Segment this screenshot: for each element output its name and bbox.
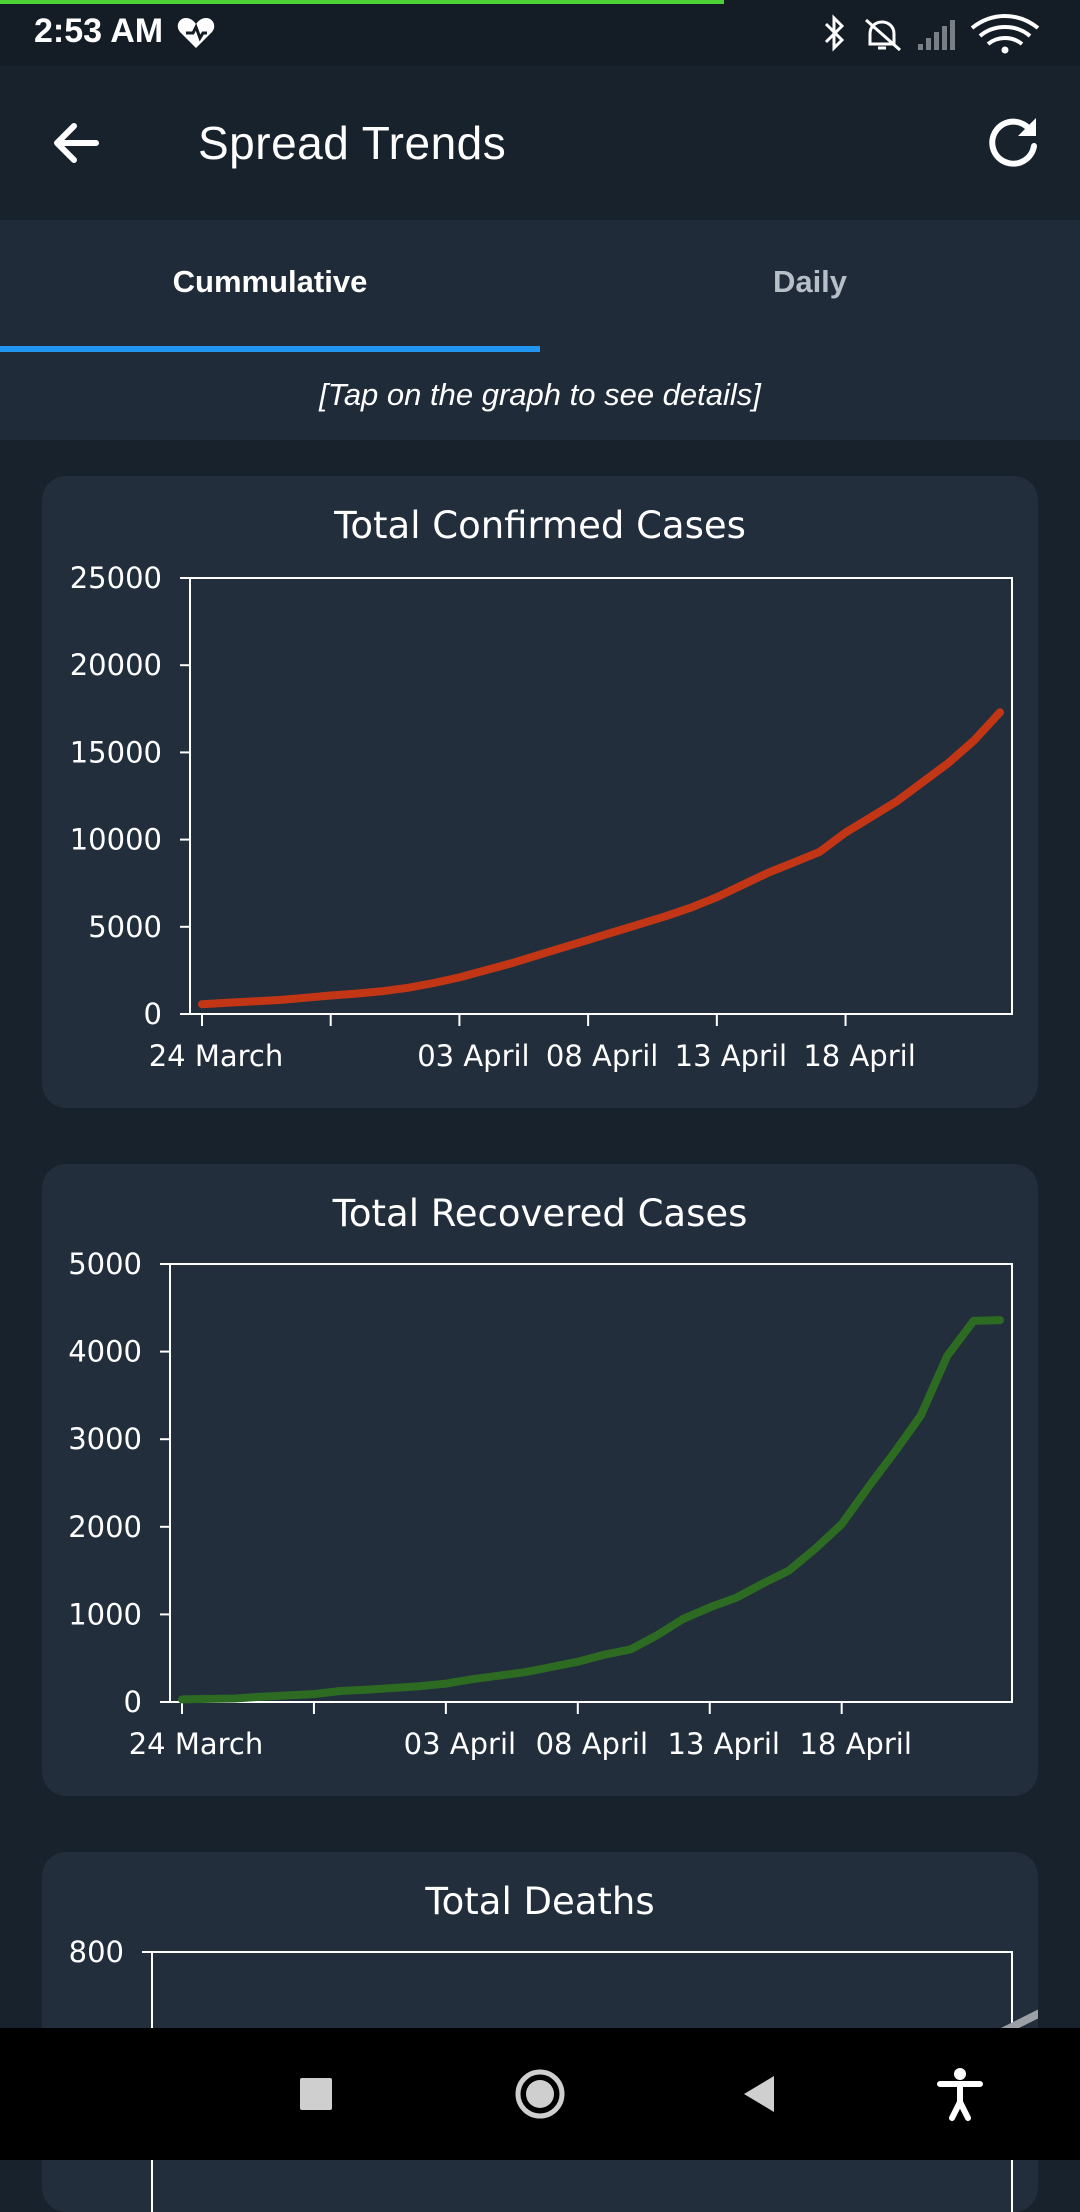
series-line[interactable] [202, 712, 1000, 1004]
plot-frame [190, 578, 1012, 1014]
x-tick-label: 24 March [129, 1727, 264, 1761]
x-tick-label: 08 April [546, 1039, 658, 1073]
x-tick-label: 03 April [417, 1039, 529, 1073]
heart-icon [176, 16, 216, 50]
y-tick-label: 10000 [70, 823, 162, 857]
y-tick-label: 0 [144, 997, 162, 1031]
plot-frame [170, 1264, 1012, 1702]
hint-text: [Tap on the graph to see details] [0, 354, 1080, 440]
navigation-bar [0, 2028, 1080, 2160]
y-tick-label: 15000 [70, 735, 162, 769]
arrow-left-icon [44, 110, 110, 176]
y-tick-label: 800 [69, 1935, 124, 1969]
home-circle-icon[interactable] [504, 2058, 576, 2130]
refresh-button[interactable] [980, 110, 1046, 176]
x-tick-label: 03 April [404, 1727, 516, 1761]
y-tick-label: 4000 [68, 1335, 142, 1369]
refresh-icon [980, 110, 1046, 176]
status-bar: 2:53 AM [0, 0, 1080, 66]
wifi-icon [972, 16, 1038, 54]
tab-bar: Cummulative Daily [0, 220, 1080, 354]
y-tick-label: 0 [124, 1685, 142, 1719]
recents-square-icon[interactable] [280, 2058, 352, 2130]
back-button[interactable] [44, 110, 110, 176]
series-line[interactable] [182, 1320, 1000, 1699]
tab-indicator [0, 346, 540, 352]
x-tick-label: 08 April [536, 1727, 648, 1761]
signal-icon [918, 20, 955, 50]
x-tick-label: 18 April [799, 1727, 911, 1761]
bluetooth-icon [826, 18, 842, 48]
page-title: Spread Trends [198, 116, 506, 170]
x-tick-label: 24 March [149, 1039, 284, 1073]
page-load-progress [0, 0, 724, 4]
x-tick-label: 13 April [675, 1039, 787, 1073]
bell-off-icon [866, 20, 900, 50]
y-tick-label: 25000 [70, 561, 162, 595]
x-tick-label: 18 April [803, 1039, 915, 1073]
back-triangle-icon[interactable] [724, 2058, 796, 2130]
chart-confirmed[interactable]: Total Confirmed Cases 0 5000 10000 15000 2000… [42, 476, 1038, 1108]
y-tick-label: 2000 [68, 1510, 142, 1544]
x-tick-label: 13 April [668, 1727, 780, 1761]
status-icons [822, 14, 1052, 54]
y-tick-label: 20000 [70, 648, 162, 682]
app-bar: Spread Trends [0, 66, 1080, 220]
chart-recovered[interactable]: Total Recovered Cases 0 1000 2000 3000 4000 50… [42, 1164, 1038, 1796]
y-tick-label: 5000 [68, 1247, 142, 1281]
y-tick-label: 1000 [68, 1597, 142, 1631]
chart-card-recovered[interactable]: Total Recovered Cases 0 1000 2000 3000 4000 50… [42, 1164, 1038, 1796]
chart-title: Total Confirmed Cases [333, 504, 746, 547]
y-tick-label: 5000 [88, 910, 162, 944]
chart-title: Total Deaths [424, 1880, 654, 1923]
y-tick-label: 3000 [68, 1422, 142, 1456]
tab-cummulative[interactable]: Cummulative [0, 220, 540, 354]
accessibility-icon[interactable] [924, 2058, 996, 2130]
chart-card-confirmed[interactable]: Total Confirmed Cases 0 5000 10000 15000 2000… [42, 476, 1038, 1108]
status-time: 2:53 AM [34, 12, 163, 51]
tab-daily[interactable]: Daily [540, 220, 1080, 354]
chart-title: Total Recovered Cases [332, 1192, 748, 1235]
